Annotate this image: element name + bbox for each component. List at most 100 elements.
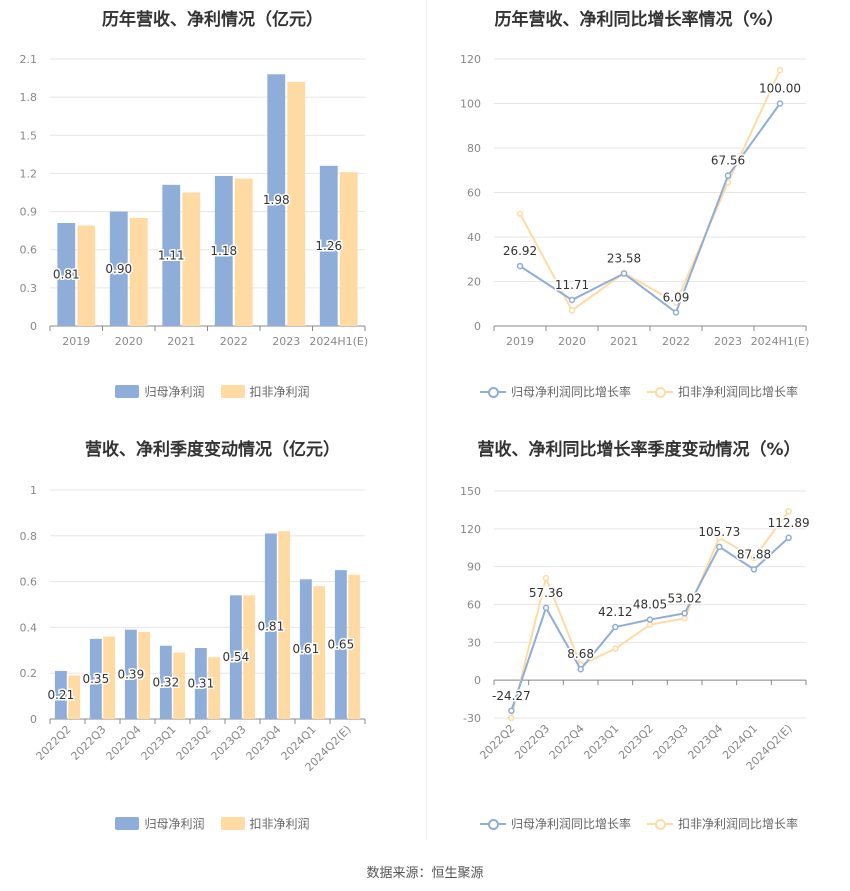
y-tick-label: 60 — [467, 187, 481, 200]
legend-label: 扣非净利润 — [249, 817, 310, 831]
panel-divider — [426, 0, 427, 840]
legend-item-parent-net-profit[interactable]: 归母净利润 — [115, 815, 205, 832]
data-label: 8.68 — [567, 647, 594, 661]
x-tick-label: 2022Q4 — [547, 722, 587, 762]
legend-item-deducted-net-profit[interactable]: 扣非净利润 — [220, 383, 310, 400]
legend: 归母净利润同比增长率 扣非净利润同比增长率 — [428, 383, 850, 400]
x-tick-label: 2023Q3 — [651, 722, 691, 762]
x-tick-label: 2021 — [610, 335, 638, 348]
legend-swatch — [220, 817, 245, 830]
legend: 归母净利润 扣非净利润 — [0, 383, 425, 400]
legend-item-deducted-net-profit[interactable]: 扣非净利润 — [220, 815, 310, 832]
legend-item-parent-growth[interactable]: 归母净利润同比增长率 — [479, 815, 631, 832]
legend-label: 归母净利润 — [144, 817, 205, 831]
y-tick-label: 0 — [30, 320, 37, 333]
y-tick-label: 1 — [30, 484, 37, 497]
legend-line-swatch — [647, 385, 673, 398]
point-deducted-growth — [716, 534, 723, 541]
chart-annual-profit: 0 0.3 0.6 0.9 1.2 1.5 1.8 2.1 2019 2020 2021 2022 20… — [20, 53, 369, 348]
data-label: 0.81 — [257, 619, 284, 633]
point-parent-growth — [776, 100, 784, 107]
bar-parent-net-profit — [54, 670, 67, 719]
bar-deducted-net-profit — [287, 81, 306, 326]
y-tick-label: 150 — [460, 485, 481, 498]
bar-parent-net-profit — [124, 629, 137, 719]
point-parent-growth — [620, 270, 628, 277]
data-label: 0.61 — [292, 642, 319, 656]
panel-annual-profit: 历年营收、净利情况（亿元） 0 0.3 0.6 0.9 1.2 1.5 1.8 2.1 2019… — [0, 0, 425, 420]
x-tick-label: 2019 — [62, 335, 90, 348]
line-deducted-growth — [510, 510, 790, 719]
x-tick-label: 2022Q2 — [477, 722, 517, 762]
legend-item-parent-growth[interactable]: 归母净利润同比增长率 — [479, 383, 631, 400]
bar-deducted-net-profit — [348, 574, 361, 719]
point-deducted-growth — [681, 615, 688, 622]
point-parent-growth — [612, 623, 619, 631]
legend: 归母净利润同比增长率 扣非净利润同比增长率 — [428, 815, 850, 832]
legend-label: 扣非净利润同比增长率 — [678, 385, 799, 399]
data-label: 0.54 — [222, 650, 249, 664]
bar-deducted-net-profit — [243, 595, 256, 719]
bar-parent-net-profit — [89, 638, 102, 719]
data-label: 112.89 — [768, 516, 810, 530]
legend-label: 归母净利润同比增长率 — [510, 817, 631, 831]
y-tick-label: 2.1 — [20, 53, 38, 66]
data-label: 0.32 — [152, 675, 179, 689]
bar-deducted-net-profit — [339, 172, 358, 326]
bar-deducted-net-profit — [208, 657, 221, 719]
point-parent-growth — [681, 610, 688, 617]
x-tick-label: 2024H1(E) — [751, 335, 810, 348]
y-tick-label: 60 — [467, 599, 481, 612]
x-tick-label: 2022Q4 — [104, 723, 144, 763]
x-tick-label: 2023Q1 — [139, 723, 179, 763]
point-parent-growth — [716, 543, 723, 551]
chart-title: 营收、净利季度变动情况（亿元） — [85, 440, 340, 460]
y-tick-label: 40 — [467, 231, 481, 244]
legend-item-deducted-growth[interactable]: 扣非净利润同比增长率 — [647, 815, 798, 832]
data-label: 11.71 — [555, 278, 589, 292]
y-tick-label: 1.8 — [20, 91, 38, 104]
bar-parent-net-profit — [319, 165, 338, 326]
data-label: 57.36 — [529, 586, 563, 600]
line-deducted-growth — [519, 69, 781, 312]
bar-deducted-net-profit — [77, 225, 96, 326]
point-deducted-growth — [542, 574, 550, 582]
chart-title: 历年营收、净利情况（亿元） — [102, 10, 323, 30]
point-parent-growth — [672, 309, 680, 316]
y-tick-label: 20 — [467, 276, 481, 289]
x-tick-label: 2020 — [115, 335, 143, 348]
chart-quarterly-growth: -30 0 30 60 90 120 150 2022Q22022Q32022Q42023Q1… — [460, 485, 811, 773]
x-tick-label: 2021 — [167, 335, 195, 348]
x-tick-label: 2022 — [220, 335, 248, 348]
point-parent-growth — [516, 262, 524, 270]
bar-parent-net-profit — [214, 175, 233, 326]
x-tick-label: 2023Q2 — [174, 723, 214, 763]
bar-deducted-net-profit — [182, 192, 201, 326]
legend-item-deducted-growth[interactable]: 扣非净利润同比增长率 — [647, 383, 798, 400]
data-label: 0.21 — [47, 688, 74, 702]
y-tick-label: 120 — [460, 53, 481, 66]
y-tick-label: 0.4 — [20, 621, 38, 634]
bar-deducted-net-profit — [138, 631, 151, 719]
y-tick-label: 100 — [460, 98, 481, 111]
data-label: 23.58 — [607, 252, 641, 266]
y-tick-label: 30 — [467, 636, 481, 649]
legend-swatch — [220, 385, 245, 398]
x-tick-label: 2022Q3 — [69, 723, 109, 763]
y-tick-label: -30 — [463, 712, 481, 725]
line-parent-growth — [519, 102, 781, 315]
bar-deducted-net-profit — [234, 178, 253, 326]
data-label: 1.11 — [158, 248, 185, 262]
point-deducted-growth — [516, 210, 524, 217]
legend-item-parent-net-profit[interactable]: 归母净利润 — [115, 383, 205, 400]
y-tick-label: 0 — [474, 674, 481, 687]
y-tick-label: 0 — [30, 713, 37, 726]
x-tick-label: 2023Q3 — [209, 723, 249, 763]
bar-parent-net-profit — [109, 211, 128, 326]
data-source: 数据来源：恒生聚源 — [366, 866, 484, 881]
point-deducted-growth — [612, 645, 619, 652]
bar-deducted-net-profit — [278, 531, 291, 719]
data-label: 1.26 — [315, 239, 342, 253]
data-label: 42.12 — [598, 605, 632, 619]
legend-swatch — [115, 817, 140, 830]
